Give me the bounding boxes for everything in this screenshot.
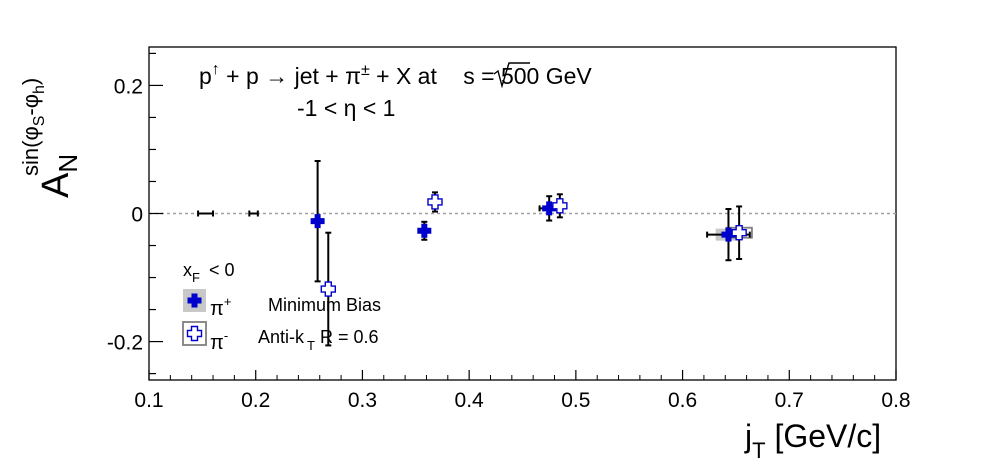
legend-header: xF < 0 [183, 260, 234, 285]
pi-minus-marker [552, 198, 568, 214]
pi-plus-marker [417, 223, 432, 238]
jet-algorithm-label: Anti-k T R = 0.6 [258, 327, 379, 353]
x-tick-label: 0.7 [775, 389, 804, 412]
x-axis-title: jT [GeV/c] [744, 418, 881, 463]
y-axis-ticks: -0.2 0 0.2 [107, 52, 163, 375]
selection-label: Minimum Bias [268, 295, 381, 315]
pi-plus-marker [310, 214, 325, 229]
pi-minus-marker [427, 194, 443, 210]
data-markers [310, 194, 747, 297]
x-tick-label: 0.1 [134, 389, 163, 412]
x-tick-label: 0.3 [348, 389, 377, 412]
y-tick-label: 0.2 [114, 75, 143, 98]
y-tick-label: 0 [131, 204, 143, 227]
pi-plus-marker [721, 227, 736, 242]
sqrt-symbol [493, 62, 530, 89]
pi-minus-marker [320, 281, 336, 297]
legend-pi-plus-label: π+ [210, 294, 231, 320]
x-tick-label: 0.5 [561, 389, 590, 412]
eta-cut-annotation: -1 < η < 1 [297, 95, 395, 121]
pi-plus-marker [542, 201, 557, 216]
x-tick-label: 0.4 [455, 389, 485, 412]
pi-minus-marker [731, 225, 747, 241]
reaction-annotation: p↑ + p → jet + π± + X at s = 500 GeV [199, 61, 592, 89]
legend-pi-minus-label: π- [210, 328, 228, 354]
y-tick-label: -0.2 [107, 332, 143, 355]
legend-pi-minus-box [182, 321, 207, 346]
svg-text:sin(φS-φh): sin(φS-φh) [18, 78, 48, 176]
y-axis-title: AN sin(φS-φh) [18, 78, 83, 198]
error-bars [197, 159, 751, 347]
svg-text:AN: AN [35, 154, 83, 198]
legend-pi-plus-marker [187, 293, 202, 308]
legend-pi-minus-marker [186, 325, 203, 342]
x-tick-label: 0.2 [241, 389, 270, 412]
x-axis-ticks: 0.1 0.2 0.3 0.4 0.5 0.6 0.7 0.8 [134, 370, 911, 412]
x-tick-label: 0.6 [668, 389, 697, 412]
x-tick-label: 0.8 [881, 389, 910, 412]
